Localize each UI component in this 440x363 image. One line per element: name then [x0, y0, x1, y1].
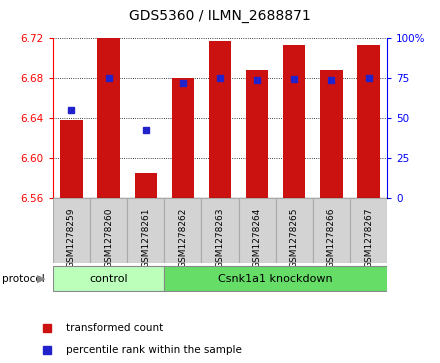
Text: ▶: ▶ — [37, 274, 45, 284]
FancyBboxPatch shape — [202, 198, 238, 263]
FancyBboxPatch shape — [53, 198, 90, 263]
Bar — [283, 45, 305, 198]
Text: protocol: protocol — [2, 274, 45, 284]
FancyBboxPatch shape — [127, 198, 164, 263]
Bar — [60, 120, 83, 198]
FancyBboxPatch shape — [276, 198, 313, 263]
Text: transformed count: transformed count — [66, 323, 163, 333]
FancyBboxPatch shape — [164, 198, 202, 263]
FancyBboxPatch shape — [164, 266, 387, 291]
Bar — [135, 173, 157, 198]
Text: GDS5360 / ILMN_2688871: GDS5360 / ILMN_2688871 — [129, 9, 311, 23]
Bar — [97, 38, 120, 198]
Text: GSM1278262: GSM1278262 — [178, 208, 187, 268]
Bar — [320, 70, 343, 198]
FancyBboxPatch shape — [53, 266, 164, 291]
Text: GSM1278263: GSM1278263 — [216, 208, 224, 268]
Text: control: control — [89, 274, 128, 284]
Text: GSM1278267: GSM1278267 — [364, 208, 373, 268]
FancyBboxPatch shape — [350, 198, 387, 263]
Text: GSM1278265: GSM1278265 — [290, 208, 299, 268]
Text: GSM1278260: GSM1278260 — [104, 208, 113, 268]
Text: Csnk1a1 knockdown: Csnk1a1 knockdown — [218, 274, 333, 284]
FancyBboxPatch shape — [238, 198, 276, 263]
Bar — [357, 45, 380, 198]
Text: GSM1278266: GSM1278266 — [327, 208, 336, 268]
Text: GSM1278261: GSM1278261 — [141, 208, 150, 268]
Bar — [172, 78, 194, 198]
FancyBboxPatch shape — [313, 198, 350, 263]
Bar — [246, 70, 268, 198]
FancyBboxPatch shape — [90, 198, 127, 263]
Text: percentile rank within the sample: percentile rank within the sample — [66, 345, 242, 355]
Text: GSM1278259: GSM1278259 — [67, 208, 76, 268]
Bar — [209, 41, 231, 198]
Text: GSM1278264: GSM1278264 — [253, 208, 262, 268]
